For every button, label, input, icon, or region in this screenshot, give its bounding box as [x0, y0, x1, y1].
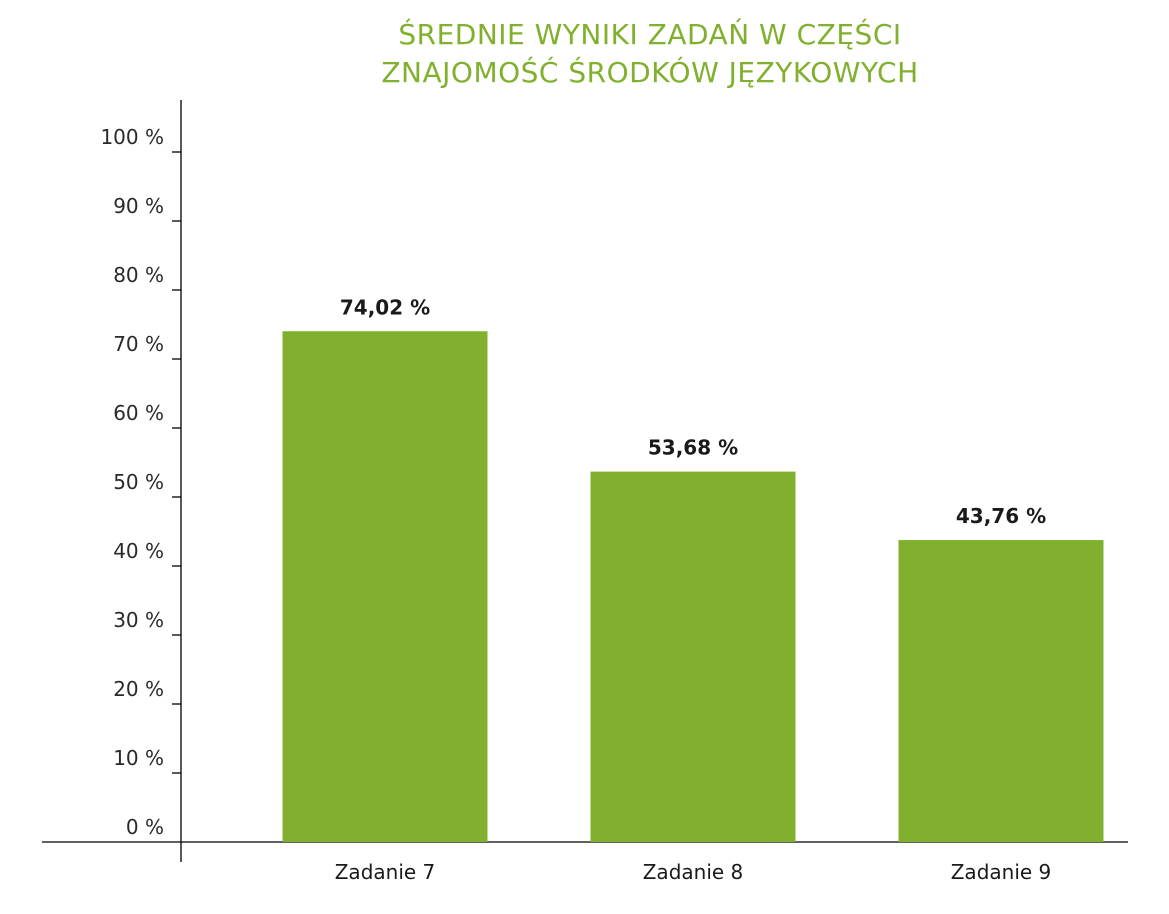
x-tick-label: Zadanie 7	[335, 860, 436, 884]
chart-title-line-1: ŚREDNIE WYNIKI ZADAŃ W CZĘŚCI	[398, 18, 902, 51]
x-tick-label: Zadanie 9	[951, 860, 1052, 884]
chart-title: ŚREDNIE WYNIKI ZADAŃ W CZĘŚCI ZNAJOMOŚĆ …	[320, 16, 980, 92]
data-label: 53,68 %	[648, 436, 738, 460]
y-tick-label: 30 %	[113, 608, 164, 632]
y-tick-label: 60 %	[113, 401, 164, 425]
data-label: 43,76 %	[956, 504, 1046, 528]
y-tick-label: 10 %	[113, 746, 164, 770]
y-tick-label: 50 %	[113, 470, 164, 494]
x-tick-label: Zadanie 8	[643, 860, 744, 884]
bars	[282, 331, 1104, 842]
y-axis: 0 % 10 % 20 % 30 % 40 % 50 % 60 % 70 % 80 % 90 % 1…	[100, 100, 182, 862]
bar	[898, 540, 1104, 842]
data-labels: 74,02 % 53,68 % 43,76 %	[340, 295, 1046, 528]
bar	[590, 471, 796, 842]
y-tick-label: 0 %	[126, 815, 164, 839]
y-tick-label: 20 %	[113, 677, 164, 701]
y-tick-label: 80 %	[113, 263, 164, 287]
data-label: 74,02 %	[340, 295, 430, 319]
y-tick-label: 70 %	[113, 332, 164, 356]
y-tick-label: 90 %	[113, 194, 164, 218]
chart-title-line-2: ZNAJOMOŚĆ ŚRODKÓW JĘZYKOWYCH	[381, 56, 919, 89]
y-tick-label: 100 %	[100, 125, 164, 149]
x-axis: Zadanie 7 Zadanie 8 Zadanie 9	[42, 841, 1128, 884]
bar	[282, 331, 488, 842]
y-tick-label: 40 %	[113, 539, 164, 563]
